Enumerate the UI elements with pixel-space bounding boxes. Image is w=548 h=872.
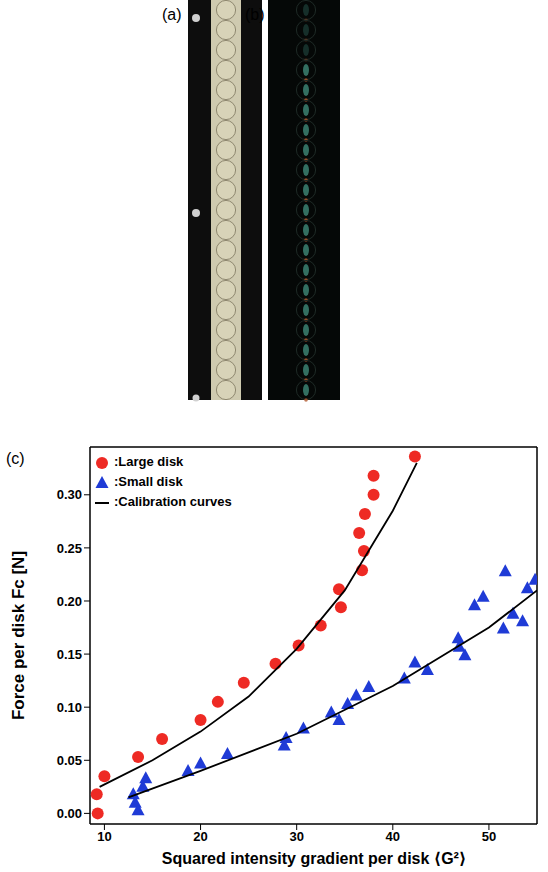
svg-text:(a): (a) bbox=[162, 6, 182, 23]
svg-text:0.30: 0.30 bbox=[57, 487, 82, 502]
svg-text:(c): (c) bbox=[6, 450, 25, 467]
svg-text:50: 50 bbox=[482, 829, 496, 844]
svg-text:0.20: 0.20 bbox=[57, 594, 82, 609]
svg-text:0.00: 0.00 bbox=[57, 806, 82, 821]
svg-text::Calibration curves: :Calibration curves bbox=[114, 494, 232, 509]
svg-text:20: 20 bbox=[193, 829, 207, 844]
svg-text:30: 30 bbox=[289, 829, 303, 844]
svg-text:0.15: 0.15 bbox=[57, 647, 82, 662]
svg-text:0.10: 0.10 bbox=[57, 700, 82, 715]
svg-text:Force per disk Fc [N]: Force per disk Fc [N] bbox=[9, 551, 28, 720]
svg-text::Small disk: :Small disk bbox=[114, 474, 183, 489]
svg-text:(b): (b) bbox=[245, 6, 265, 23]
svg-text:40: 40 bbox=[386, 829, 400, 844]
svg-text:0.25: 0.25 bbox=[57, 541, 82, 556]
svg-text::Large disk: :Large disk bbox=[114, 454, 184, 469]
svg-text:10: 10 bbox=[97, 829, 111, 844]
svg-text:Squared intensity gradient per: Squared intensity gradient per disk ⟨G²⟩ bbox=[162, 850, 466, 867]
svg-text:0.05: 0.05 bbox=[57, 753, 82, 768]
